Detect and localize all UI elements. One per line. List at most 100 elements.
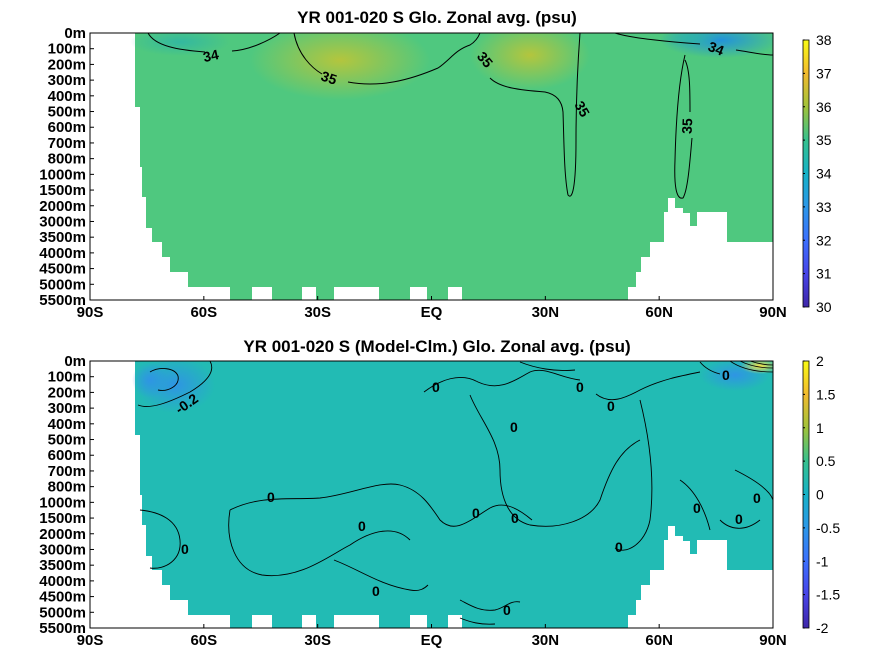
colorbar-tick-label: -1.5 — [816, 587, 840, 603]
y-tick-label: 400m — [48, 88, 86, 105]
x-tick-label: 60S — [190, 632, 217, 649]
panel-top-contours — [147, 33, 773, 199]
y-tick-label: 700m — [48, 463, 86, 480]
contour-label: 0 — [753, 490, 761, 506]
x-tick-label: 90N — [759, 632, 787, 649]
contour-label: 0 — [372, 583, 380, 599]
colorbar-tick-label: 34 — [816, 166, 832, 182]
panel-bottom: YR 001-020 S (Model-Clm.) Glo. Zonal avg… — [39, 337, 840, 649]
x-tick-label: 90N — [759, 304, 787, 321]
y-tick-label: 5500m — [39, 620, 86, 637]
y-tick-label: 1000m — [39, 494, 86, 511]
colorbar-tick-label: 31 — [816, 266, 832, 282]
colorbar-tick-label: 0 — [816, 487, 824, 503]
contour-label: 0 — [358, 518, 366, 534]
ocean-field — [135, 361, 773, 628]
x-tick-label: EQ — [421, 632, 443, 649]
y-tick-label: 300m — [48, 72, 86, 89]
ocean-field — [135, 33, 773, 300]
contour-label: 0 — [267, 489, 275, 505]
x-tick-label: EQ — [421, 304, 443, 321]
y-tick-label: 300m — [48, 400, 86, 417]
contour-label: 0 — [693, 500, 701, 516]
y-tick-label: 2000m — [39, 198, 86, 215]
colorbar-tick-label: 1 — [816, 420, 824, 436]
x-tick-label: 60N — [645, 632, 673, 649]
colorbar-tick-label: 36 — [816, 99, 832, 115]
y-tick-label: 4500m — [39, 589, 86, 606]
y-tick-label: 1000m — [39, 166, 86, 183]
y-tick-label: 3500m — [39, 229, 86, 246]
y-tick-label: 600m — [48, 447, 86, 464]
y-tick-label: 2000m — [39, 526, 86, 543]
x-tick-label: 90S — [77, 632, 104, 649]
contour-label: 0 — [472, 505, 480, 521]
y-tick-label: 5000m — [39, 276, 86, 293]
y-tick-label: 200m — [48, 384, 86, 401]
y-tick-label: 1500m — [39, 510, 86, 527]
contour-label: 0 — [511, 510, 519, 526]
y-tick-label: 800m — [48, 479, 86, 496]
y-tick-label: 600m — [48, 119, 86, 136]
y-tick-label: 4000m — [39, 245, 86, 262]
contour-label: 34 — [202, 46, 221, 65]
colorbar-tick-label: 1.5 — [816, 386, 836, 402]
colorbar-tick-label: 32 — [816, 232, 832, 248]
y-tick-label: 3000m — [39, 541, 86, 558]
colorbar-tick-label: -2 — [816, 620, 829, 636]
y-tick-label: 3000m — [39, 213, 86, 230]
x-tick-label: 30N — [532, 632, 560, 649]
y-tick-label: 800m — [48, 151, 86, 168]
contour-label: 35 — [571, 98, 593, 120]
colorbar-tick-label: 2 — [816, 353, 824, 369]
colorbar-tick-label: 30 — [816, 299, 832, 315]
x-tick-label: 90S — [77, 304, 104, 321]
contour-label: 0 — [576, 379, 584, 395]
x-tick-label: 30S — [304, 304, 331, 321]
colorbar-tick-label: 38 — [816, 32, 832, 48]
contour-label: 0 — [607, 398, 615, 414]
x-tick-label: 60N — [645, 304, 673, 321]
y-tick-label: 500m — [48, 432, 86, 449]
y-tick-label: 700m — [48, 135, 86, 152]
y-tick-label: 4000m — [39, 573, 86, 590]
contour-label: 0 — [432, 379, 440, 395]
y-tick-label: 5500m — [39, 292, 86, 309]
y-tick-label: 1500m — [39, 182, 86, 199]
panel-top-field: 34 35 35 35 35 34 — [130, 33, 773, 300]
colorbar-tick-label: 0.5 — [816, 453, 836, 469]
colorbar-tick-label: -1 — [816, 553, 829, 569]
y-tick-label: 100m — [48, 41, 86, 58]
y-tick-label: 4500m — [39, 261, 86, 278]
y-tick-label: 3500m — [39, 557, 86, 574]
panel-top: YR 001-020 S Glo. Zonal avg. (psu) — [39, 8, 832, 321]
contour-label: 35 — [679, 118, 696, 134]
panel-bottom-contours — [137, 361, 773, 625]
contour-label: 34 — [706, 38, 727, 59]
y-tick-label: 400m — [48, 416, 86, 433]
x-tick-label: 30N — [532, 304, 560, 321]
panel-top-title: YR 001-020 S Glo. Zonal avg. (psu) — [297, 8, 577, 27]
y-tick-label: 500m — [48, 104, 86, 121]
y-tick-label: 100m — [48, 369, 86, 386]
y-tick-label: 0m — [64, 25, 86, 42]
y-tick-label: 200m — [48, 56, 86, 73]
contour-label: 35 — [319, 68, 339, 88]
y-tick-label: 0m — [64, 353, 86, 370]
contour-label: 0 — [722, 367, 730, 383]
colorbar-tick-label: 37 — [816, 65, 832, 81]
contour-label: 0 — [503, 602, 511, 618]
colorbar-tick-label: 33 — [816, 199, 832, 215]
x-tick-label: 30S — [304, 632, 331, 649]
panel-bottom-title: YR 001-020 S (Model-Clm.) Glo. Zonal avg… — [243, 337, 630, 356]
contour-label: 0 — [510, 419, 518, 435]
y-tick-label: 5000m — [39, 604, 86, 621]
contour-label: 0 — [735, 511, 743, 527]
contour-label: 0 — [181, 541, 189, 557]
panel-bottom-field: -0.2 0 0 0 0 0 0 0 0 0 0 0 0 0 0 0 0 — [132, 361, 773, 628]
colorbar-tick-label: -0.5 — [816, 520, 840, 536]
contour-label: 0 — [615, 539, 623, 555]
colorbar-tick-label: 35 — [816, 132, 832, 148]
x-tick-label: 60S — [190, 304, 217, 321]
